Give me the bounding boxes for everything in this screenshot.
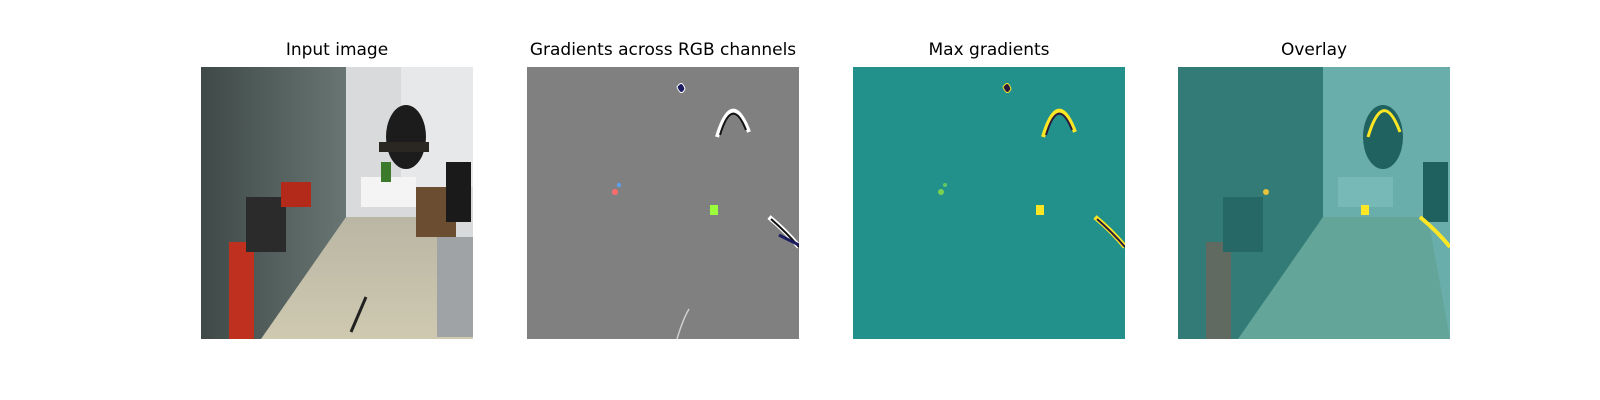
panel-title: Gradients across RGB channels	[529, 40, 797, 60]
panel-rgb-gradients: Gradients across RGB channels	[527, 0, 799, 400]
rgb-gradients-image	[527, 67, 799, 339]
panel-title: Max gradients	[928, 40, 1050, 60]
panel-title: Overlay	[1280, 40, 1348, 60]
panel-max-gradients: Max gradients	[853, 0, 1125, 400]
overlay-image	[1178, 67, 1450, 339]
panel-input-image: Input image	[201, 0, 473, 400]
panel-title: Input image	[285, 40, 389, 60]
panel-overlay: Overlay	[1178, 0, 1450, 400]
max-gradients-image	[853, 67, 1125, 339]
input-image	[201, 67, 473, 339]
